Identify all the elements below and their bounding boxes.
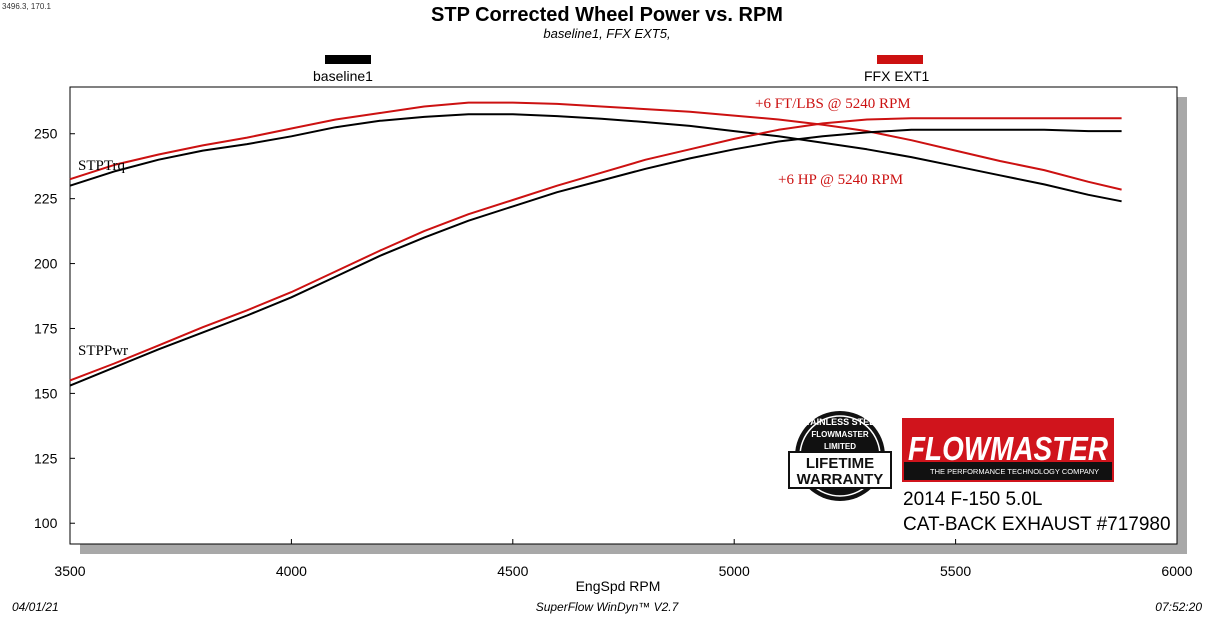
footer-date: 04/01/21 <box>12 600 59 614</box>
flowmaster-logo: FLOWMASTER THE PERFORMANCE TECHNOLOGY CO… <box>902 418 1114 482</box>
legend-label-ffx: FFX EXT1 <box>864 68 930 84</box>
coordinate-readout: 3496.3, 170.1 <box>2 2 51 11</box>
axis-ticks: 100 125 150 175 200 225 250 3500 4000 4500 5000 550… <box>34 126 1193 579</box>
y-tick-label-225: 225 <box>34 191 58 207</box>
vehicle-line-1: 2014 F-150 5.0L <box>903 489 1042 510</box>
chart-subtitle: baseline1, FFX EXT5, <box>543 26 671 41</box>
torque-gain-annotation: +6 FT/LBS @ 5240 RPM <box>755 96 911 112</box>
badge-warranty-text: WARRANTY <box>797 471 884 488</box>
frame-right-shadow <box>1177 97 1187 549</box>
flowmaster-wordmark: FLOWMASTER <box>908 430 1108 467</box>
x-tick-label-3500: 3500 <box>54 563 85 579</box>
series-line-power-ffx-ext1 <box>69 117 1122 382</box>
footer-time: 07:52:20 <box>1155 600 1202 614</box>
power-series-label: STPPwr <box>78 343 128 359</box>
lifetime-warranty-logo: STAINLESS STEEL FLOWMASTER LIMITED LIFET… <box>788 411 892 501</box>
y-tick-label-150: 150 <box>34 385 58 401</box>
legend-swatch-baseline <box>325 55 371 64</box>
footer-app-name: SuperFlow WinDyn™ V2.7 <box>535 600 679 614</box>
x-tick-label-5500: 5500 <box>940 563 971 579</box>
x-tick-label-5000: 5000 <box>719 563 750 579</box>
series-line-torque-ffx-ext1 <box>69 101 1122 191</box>
flowmaster-tagline: THE PERFORMANCE TECHNOLOGY COMPANY <box>930 467 1099 476</box>
vehicle-line-2: CAT-BACK EXHAUST #717980 <box>903 514 1171 535</box>
x-tick-label-6000: 6000 <box>1161 563 1192 579</box>
x-tick-label-4000: 4000 <box>276 563 307 579</box>
x-axis-title: EngSpd RPM <box>576 578 661 594</box>
badge-top-text: STAINLESS STEEL <box>799 417 881 427</box>
y-tick-label-100: 100 <box>34 515 58 531</box>
power-gain-annotation: +6 HP @ 5240 RPM <box>778 172 903 188</box>
y-tick-label-175: 175 <box>34 320 58 336</box>
series-lines <box>69 101 1122 387</box>
y-tick-label-250: 250 <box>34 126 58 142</box>
x-tick-label-4500: 4500 <box>497 563 528 579</box>
series-line-torque-baseline1 <box>69 113 1122 203</box>
y-tick-label-200: 200 <box>34 256 58 272</box>
badge-limited-text: LIMITED <box>824 442 856 451</box>
frame-bottom-shadow <box>80 544 1187 554</box>
y-tick-label-125: 125 <box>34 450 58 466</box>
torque-series-label: STPTrq <box>78 158 125 174</box>
badge-brand-text: FLOWMASTER <box>811 430 869 439</box>
legend-swatch-ffx <box>877 55 923 64</box>
series-line-power-baseline1 <box>69 128 1122 387</box>
badge-lifetime-text: LIFETIME <box>806 455 874 472</box>
chart-title: STP Corrected Wheel Power vs. RPM <box>431 4 783 26</box>
legend-label-baseline: baseline1 <box>313 68 373 84</box>
